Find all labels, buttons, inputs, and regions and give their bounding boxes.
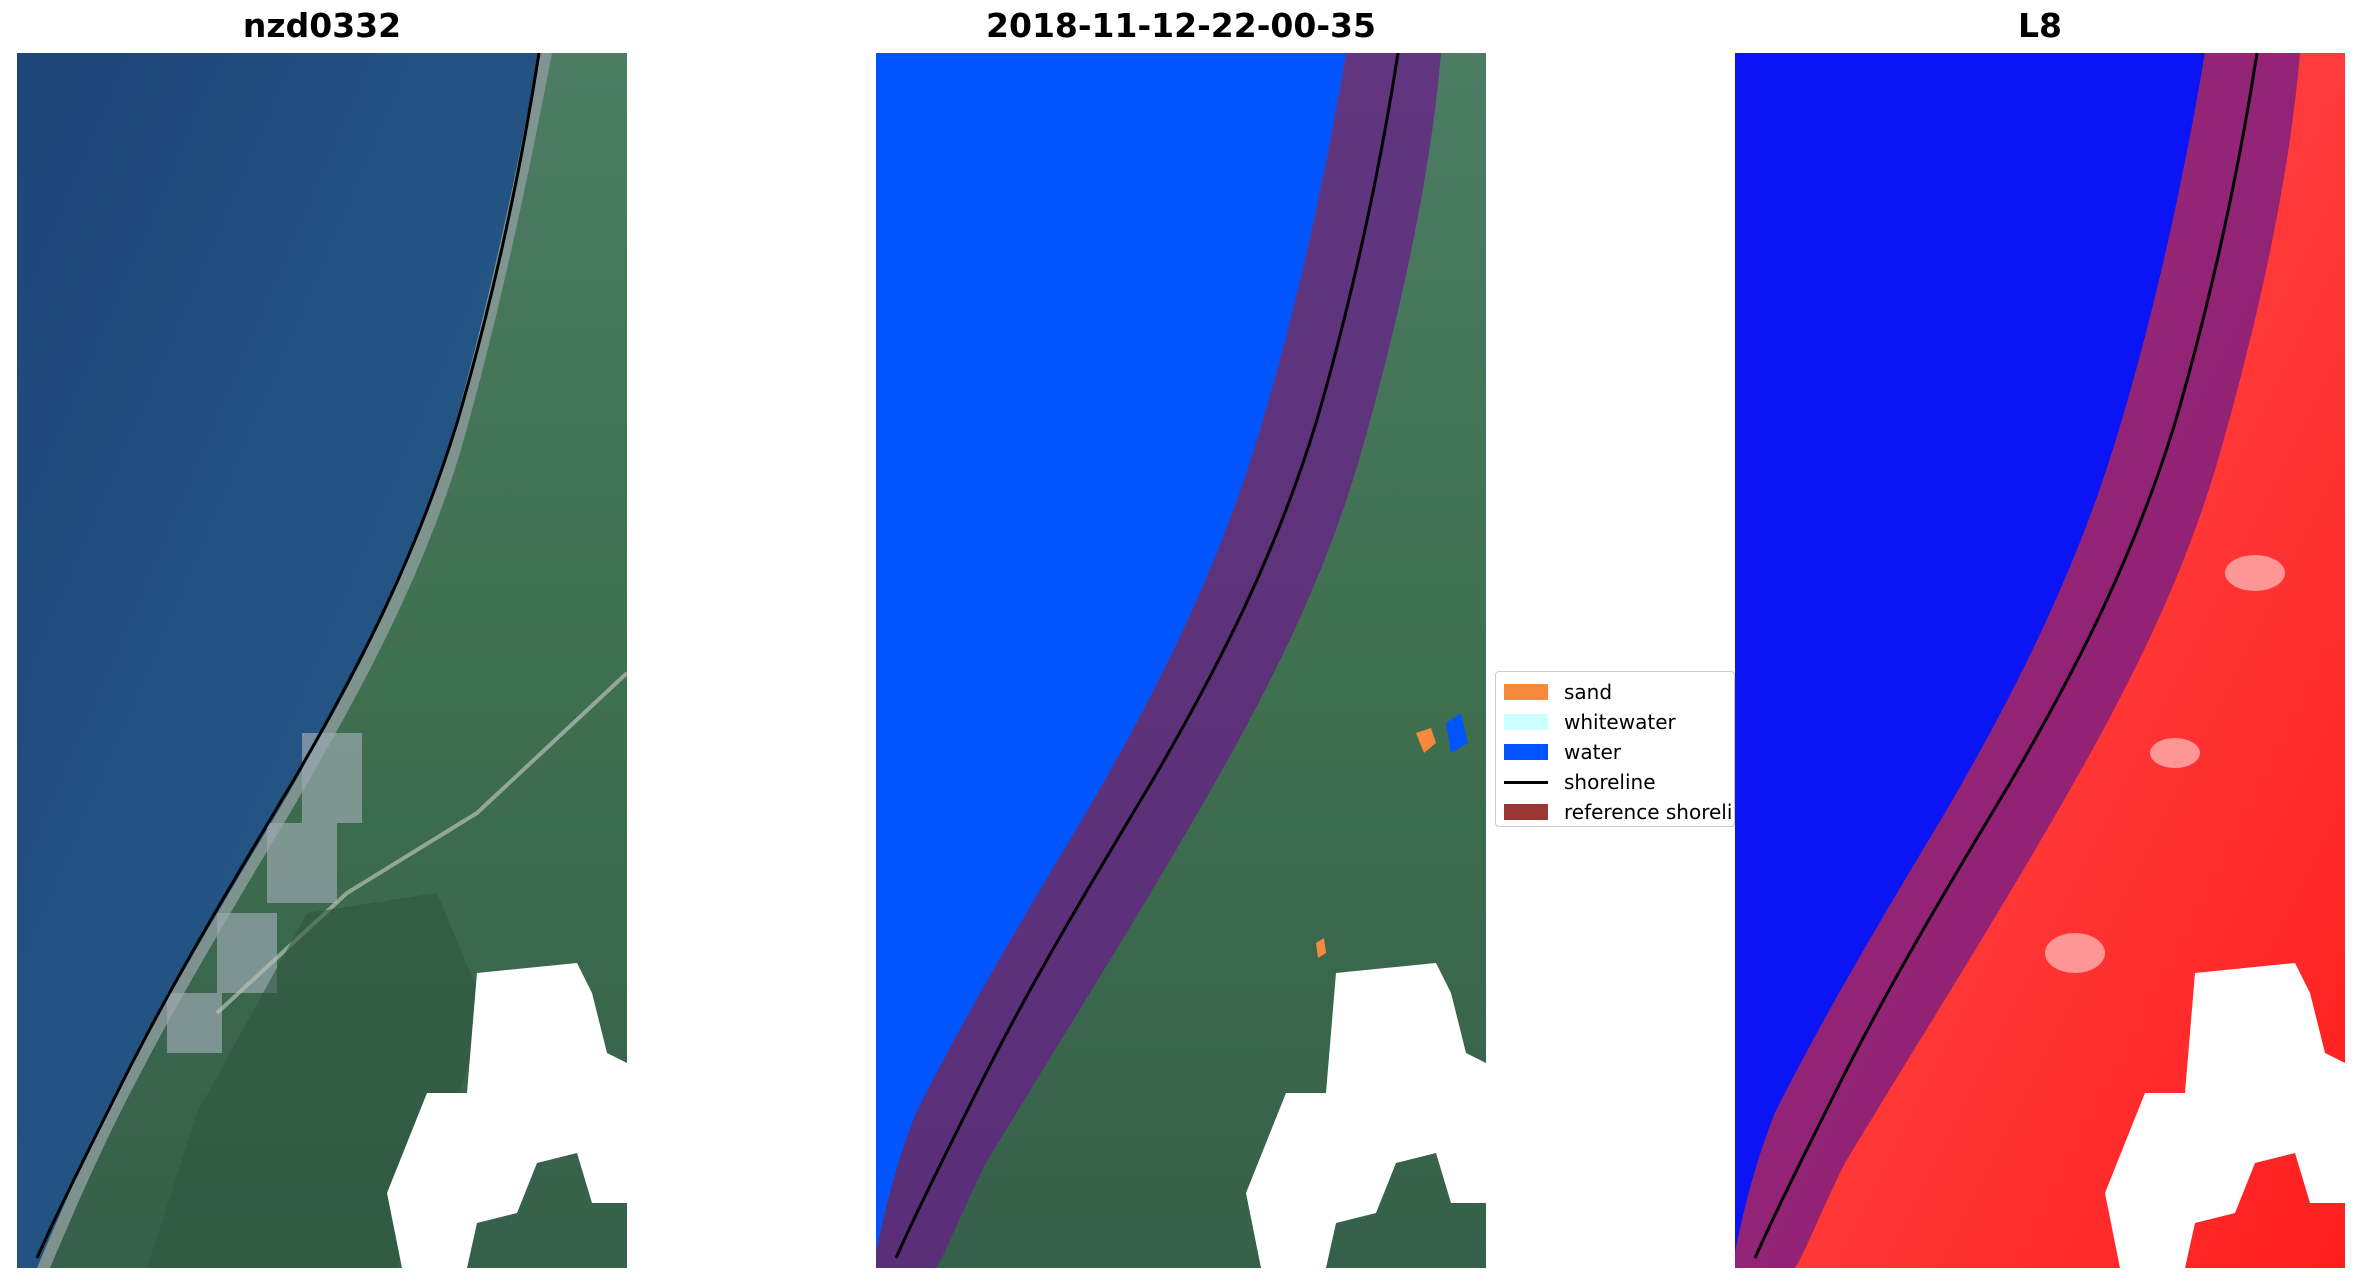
light-patches <box>2045 555 2285 973</box>
legend-label-reference-shoreline: reference shoreline <box>1564 800 1734 824</box>
legend-item-reference-shoreline: reference shoreline <box>1504 798 1734 826</box>
legend-label-whitewater: whitewater <box>1564 710 1676 734</box>
legend-label-shoreline: shoreline <box>1564 770 1656 794</box>
legend-item-water: water <box>1504 738 1621 766</box>
legend-label-sand: sand <box>1564 680 1613 704</box>
panel-title-index: L8 <box>2018 6 2062 45</box>
legend-item-whitewater: whitewater <box>1504 708 1676 736</box>
legend-label-water: water <box>1564 740 1621 764</box>
cloud-mask <box>2105 963 2345 1268</box>
legend-swatch-whitewater <box>1504 714 1548 730</box>
shoreline <box>1753 53 2259 1259</box>
water-class <box>876 53 1346 1253</box>
cloud-mask <box>1246 963 1486 1268</box>
panel-title-classified: 2018-11-12-22-00-35 <box>986 6 1376 45</box>
water-index <box>1735 53 2205 1253</box>
road <box>215 671 627 1015</box>
cloud-mask <box>387 963 627 1268</box>
rgb-satellite-image <box>17 53 627 1268</box>
legend-swatch-sand <box>1504 684 1548 700</box>
shoreline <box>35 53 541 1259</box>
reference-shoreline-buffer <box>876 53 1441 1268</box>
legend-item-sand: sand <box>1504 678 1612 706</box>
legend: sand whitewater water shoreline referenc… <box>1495 671 1735 827</box>
classified-image <box>876 53 1486 1268</box>
inland-water-patch <box>1446 713 1468 753</box>
sea-area <box>17 53 539 1268</box>
legend-swatch-water <box>1504 744 1548 760</box>
shoreline <box>894 53 1400 1259</box>
water-index-image <box>1735 53 2345 1268</box>
panel-title-rgb: nzd0332 <box>242 6 402 45</box>
reference-shoreline-buffer <box>1735 53 2300 1268</box>
legend-item-shoreline: shoreline <box>1504 768 1656 796</box>
sand-patch <box>1416 728 1436 753</box>
legend-line-shoreline <box>1504 780 1548 784</box>
sand-patch-2 <box>1316 938 1326 958</box>
legend-swatch-reference-shoreline <box>1504 804 1548 820</box>
